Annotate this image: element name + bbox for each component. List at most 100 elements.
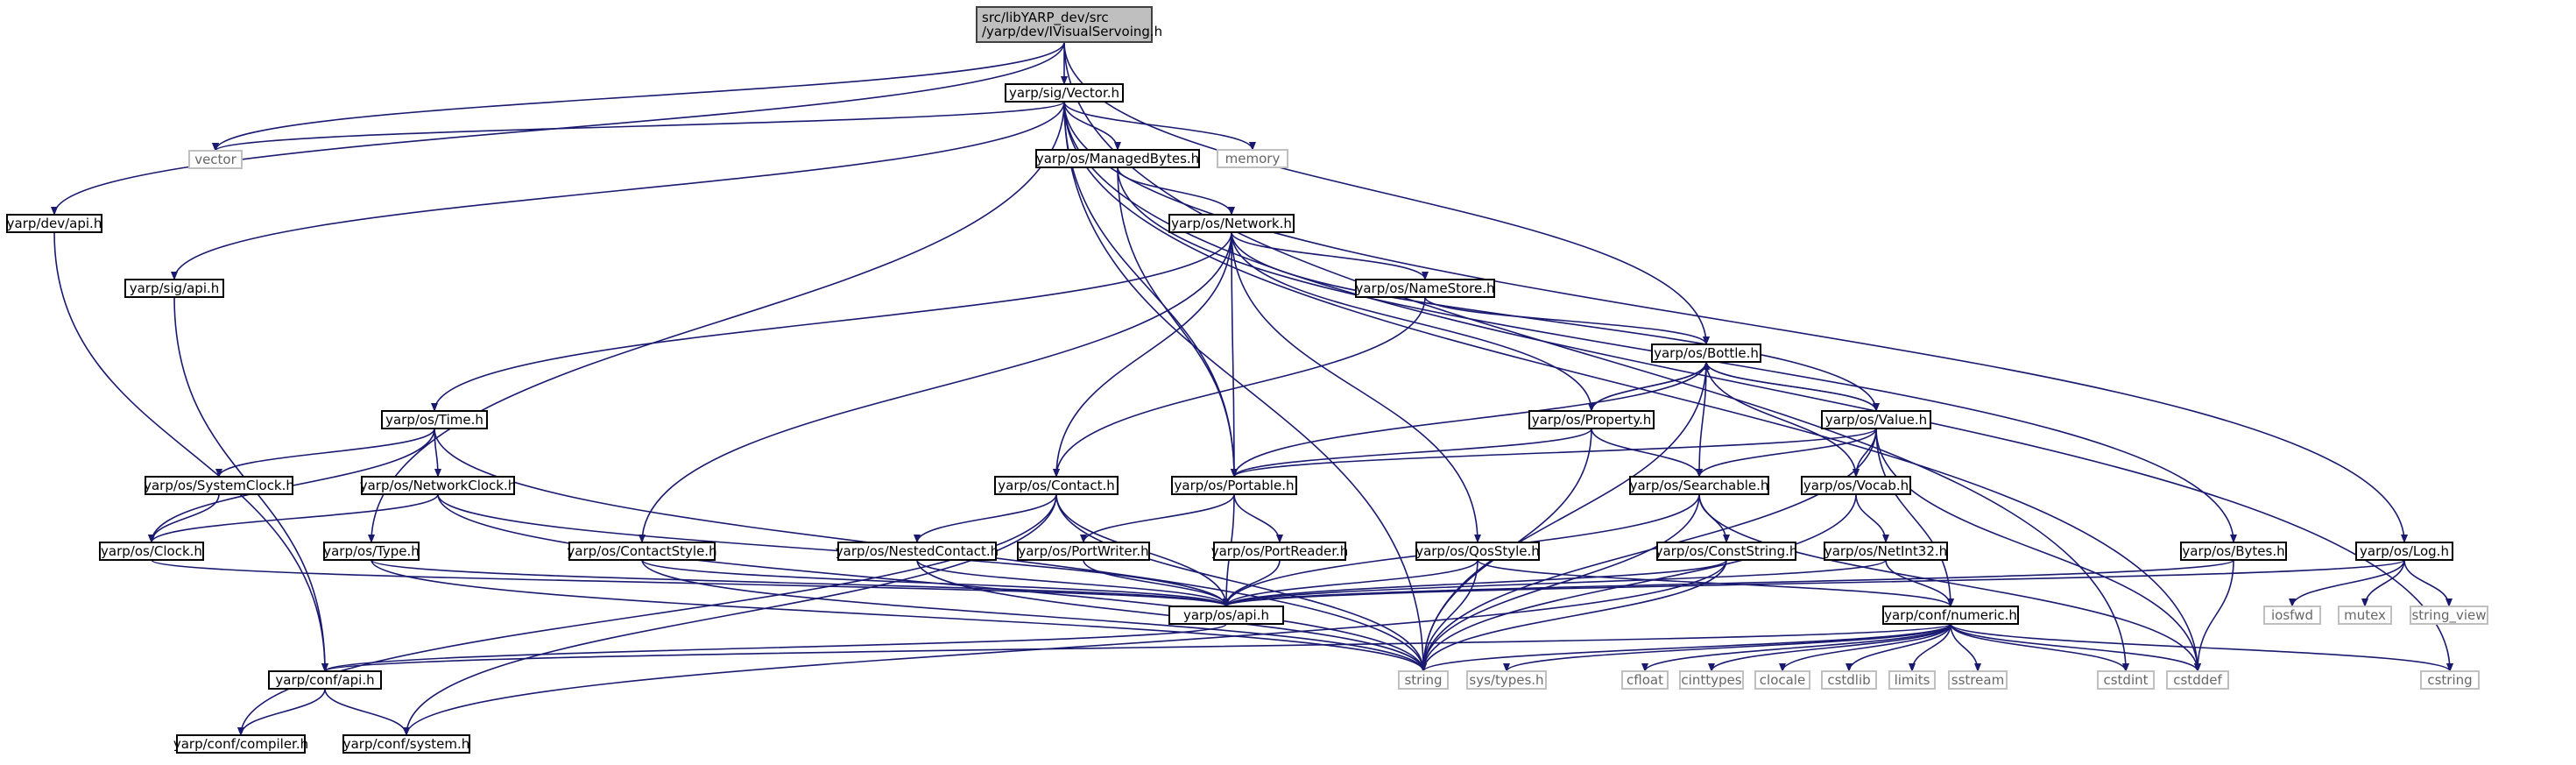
node-label: yarp/os/PortWriter.h <box>1018 543 1148 559</box>
node-qosstyle[interactable]: yarp/os/QosStyle.h <box>1415 542 1540 561</box>
edge-namestore-to-contact <box>1053 296 1426 478</box>
edge-network-to-contact <box>1053 231 1232 478</box>
edge-network-to-property <box>1231 231 1595 412</box>
node-conststring[interactable]: yarp/os/ConstString.h <box>1655 542 1798 561</box>
edge-bottle-to-string <box>1420 361 1707 672</box>
node-label: clocale <box>1760 672 1805 688</box>
node-networkclock[interactable]: yarp/os/NetworkClock.h <box>360 476 517 495</box>
node-box <box>188 150 243 169</box>
node-box <box>2338 606 2392 625</box>
node-network[interactable]: yarp/os/Network.h <box>1168 214 1295 233</box>
node-os_api[interactable]: yarp/os/api.h <box>1168 606 1284 625</box>
node-box <box>176 734 306 754</box>
node-box <box>342 734 470 754</box>
edge-network-to-time <box>431 231 1232 412</box>
node-box <box>1888 670 1936 690</box>
node-box <box>1355 279 1495 298</box>
node-label: cstring <box>2427 672 2472 688</box>
node-label: yarp/os/QosStyle.h <box>1415 543 1540 559</box>
node-contactstyle[interactable]: yarp/os/ContactStyle.h <box>567 542 717 561</box>
node-box <box>1621 670 1669 690</box>
node-label: /yarp/dev/IVisualServoing.h <box>982 24 1162 39</box>
node-vector: vector <box>188 150 243 169</box>
node-dev_api[interactable]: yarp/dev/api.h <box>6 214 102 233</box>
node-type[interactable]: yarp/os/Type.h <box>323 542 420 561</box>
edge-log-to-os_api <box>1223 559 2405 607</box>
node-clocale: clocale <box>1754 670 1810 690</box>
node-value[interactable]: yarp/os/Value.h <box>1821 410 1931 429</box>
node-label: yarp/os/Property.h <box>1532 412 1651 428</box>
node-portable[interactable]: yarp/os/Portable.h <box>1171 476 1297 495</box>
node-portwriter[interactable]: yarp/os/PortWriter.h <box>1017 542 1150 561</box>
edge-network-to-contactstyle <box>639 231 1232 543</box>
edge-contactstyle-to-string <box>641 559 1427 672</box>
node-box <box>1824 542 1948 561</box>
node-label: yarp/os/Network.h <box>1171 216 1292 231</box>
node-label: yarp/os/Bytes.h <box>2182 543 2284 559</box>
node-compiler[interactable]: yarp/conf/compiler.h <box>173 734 308 754</box>
node-label: yarp/os/Vocab.h <box>1803 478 1909 493</box>
node-bottle[interactable]: yarp/os/Bottle.h <box>1651 344 1761 363</box>
node-box <box>1035 149 1200 168</box>
node-box <box>994 476 1119 495</box>
node-namestore[interactable]: yarp/os/NameStore.h <box>1355 279 1495 298</box>
edge-network-to-namestore <box>1231 231 1429 280</box>
edge-numeric-to-clocale <box>1779 623 1951 672</box>
node-searchable[interactable]: yarp/os/Searchable.h <box>1629 476 1769 495</box>
edge-managedbytes-to-portable <box>1117 166 1238 478</box>
node-systemclock[interactable]: yarp/os/SystemClock.h <box>144 476 294 495</box>
node-box <box>568 542 716 561</box>
edge-dev_api-to-conf_api <box>53 231 328 672</box>
node-vector_h[interactable]: yarp/sig/Vector.h <box>1005 83 1124 103</box>
edge-network-to-qosstyle <box>1231 231 1481 543</box>
node-log[interactable]: yarp/os/Log.h <box>2355 542 2453 561</box>
edge-vector_h-to-type <box>368 101 1065 543</box>
node-box <box>6 214 102 233</box>
node-label: yarp/os/Value.h <box>1825 412 1927 428</box>
node-managedbytes[interactable]: yarp/os/ManagedBytes.h <box>1035 149 1200 168</box>
edge-root-to-vector <box>212 41 1065 152</box>
node-label: vector <box>194 152 236 167</box>
node-memory: memory <box>1217 149 1288 168</box>
edge-netint32-to-os_api <box>1223 559 1887 607</box>
node-label: src/libYARP_dev/src <box>982 10 1109 26</box>
node-root[interactable]: src/libYARP_dev/src/yarp/dev/IVisualServ… <box>976 6 1162 43</box>
node-label: yarp/os/api.h <box>1183 607 1269 623</box>
node-box <box>99 542 204 561</box>
edge-contact-to-compiler <box>237 493 1057 736</box>
node-numeric[interactable]: yarp/conf/numeric.h <box>1882 606 2019 625</box>
edge-conf_api-to-system <box>324 688 410 736</box>
edge-qosstyle-to-string <box>1420 559 1479 672</box>
node-time[interactable]: yarp/os/Time.h <box>381 410 488 429</box>
node-label: yarp/os/Portable.h <box>1175 478 1295 493</box>
node-label: yarp/dev/api.h <box>7 216 102 231</box>
edge-numeric-to-cstddef <box>1950 623 2201 672</box>
edge-numeric-to-limits <box>1909 623 1951 672</box>
node-netint32[interactable]: yarp/os/NetInt32.h <box>1824 542 1948 561</box>
node-bytes[interactable]: yarp/os/Bytes.h <box>2180 542 2287 561</box>
node-system[interactable]: yarp/conf/system.h <box>342 734 470 754</box>
edge-conststring-to-string <box>1420 559 1727 672</box>
edge-contact-to-string <box>1055 493 1427 672</box>
node-box <box>1651 344 1761 363</box>
node-box <box>361 476 515 495</box>
node-label: cstdlib <box>1827 672 1870 688</box>
node-nestedcontact[interactable]: yarp/os/NestedContact.h <box>836 542 999 561</box>
node-property[interactable]: yarp/os/Property.h <box>1528 410 1655 429</box>
node-sig_api[interactable]: yarp/sig/api.h <box>124 279 224 298</box>
node-portreader[interactable]: yarp/os/PortReader.h <box>1211 542 1349 561</box>
node-contact[interactable]: yarp/os/Contact.h <box>994 476 1119 495</box>
edge-conf_api-to-compiler <box>237 688 326 736</box>
node-string_view: string_view <box>2410 606 2488 625</box>
node-cfloat: cfloat <box>1621 670 1669 690</box>
node-label: string_view <box>2411 607 2486 624</box>
node-conf_api[interactable]: yarp/conf/api.h <box>268 670 382 690</box>
edge-bottle-to-portable <box>1231 361 1707 478</box>
node-cstddef: cstddef <box>2166 670 2229 690</box>
node-vocab[interactable]: yarp/os/Vocab.h <box>1801 476 1911 495</box>
node-label: sstream <box>1951 672 2004 688</box>
node-clock[interactable]: yarp/os/Clock.h <box>99 542 204 561</box>
node-label: sys/types.h <box>1469 672 1543 688</box>
edge-bytes-to-cstddef <box>2194 559 2234 672</box>
edge-log-to-iosfwd <box>2289 559 2405 607</box>
